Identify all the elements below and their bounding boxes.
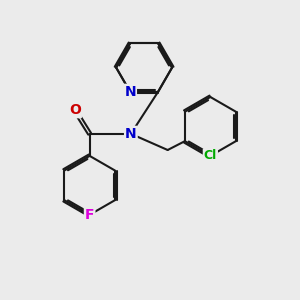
Text: N: N <box>124 85 136 99</box>
Text: Cl: Cl <box>204 149 217 162</box>
Text: N: N <box>125 127 137 141</box>
Text: O: O <box>69 103 81 117</box>
Text: F: F <box>85 208 94 222</box>
